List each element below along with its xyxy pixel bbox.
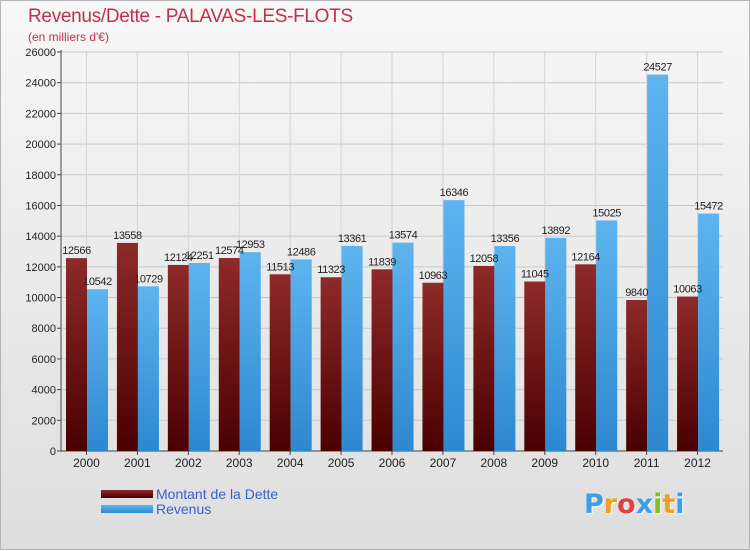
x-tick-label-2003: 2003: [226, 456, 253, 470]
x-tick-label-2009: 2009: [531, 456, 558, 470]
data-label-debt-2008: 12058: [470, 253, 499, 265]
bar-revenue-2007: [443, 200, 465, 451]
data-label-revenue-2007: 16346: [440, 187, 469, 199]
data-label-debt-2004: 11513: [266, 261, 294, 273]
x-tick-label-2012: 2012: [684, 456, 711, 470]
y-tick-label: 12000: [25, 262, 56, 274]
logo-letter: t: [662, 489, 676, 520]
y-tick-label: 18000: [25, 170, 56, 182]
x-tick-label-2002: 2002: [175, 456, 202, 470]
bar-debt-2008: [473, 265, 495, 451]
data-label-debt-2002: 12124: [164, 252, 193, 264]
data-label-revenue-2004: 12486: [287, 246, 316, 258]
data-label-debt-2007: 10963: [419, 270, 448, 282]
logo-letter: r: [603, 489, 618, 520]
data-label-revenue-2003: 12953: [236, 239, 265, 251]
data-label-debt-2005: 11323: [317, 264, 345, 276]
logo-letter: o: [617, 489, 636, 520]
data-label-debt-2011: 9840: [625, 287, 648, 299]
legend-label-debt: Montant de la Dette: [156, 486, 279, 502]
y-tick-label: 26000: [25, 47, 56, 59]
y-tick-label: 14000: [25, 231, 56, 243]
bar-debt-2004: [269, 274, 291, 451]
bar-debt-2002: [167, 264, 189, 451]
bar-debt-2003: [218, 258, 240, 451]
bars: [66, 74, 720, 451]
bar-debt-2007: [422, 282, 444, 451]
bar-revenue-2003: [239, 252, 261, 451]
data-label-debt-2001: 13558: [113, 230, 142, 242]
bar-debt-2006: [371, 269, 393, 451]
logo-letter: i: [653, 489, 663, 520]
y-tick-label: 20000: [25, 139, 56, 151]
bar-debt-2000: [66, 258, 87, 451]
chart-title: Revenus/Dette - PALAVAS-LES-FLOTS: [28, 6, 353, 27]
bar-debt-2010: [575, 264, 597, 451]
bar-revenue-2009: [545, 237, 567, 451]
y-tick-label: 0: [50, 446, 56, 458]
data-label-revenue-2008: 13356: [491, 233, 520, 245]
data-label-debt-2000: 12566: [62, 245, 91, 257]
y-tick-label: 8000: [32, 323, 56, 335]
y-tick-label: 10000: [25, 293, 56, 305]
data-label-revenue-2000: 10542: [83, 276, 112, 288]
proxiti-logo: Proxiti: [584, 489, 685, 520]
data-label-revenue-2012: 15472: [694, 201, 723, 213]
data-label-revenue-2002: 12251: [185, 250, 214, 262]
data-label-debt-2003: 12574: [215, 245, 244, 257]
logo-letter: x: [635, 489, 654, 520]
data-label-revenue-2011: 24527: [643, 62, 672, 74]
data-label-debt-2009: 11045: [521, 269, 549, 281]
bar-debt-2005: [320, 277, 342, 451]
x-tick-label-2001: 2001: [124, 456, 151, 470]
bar-revenue-2001: [137, 286, 159, 451]
data-label-debt-2006: 11839: [368, 256, 396, 268]
data-label-debt-2010: 12164: [571, 251, 600, 263]
bar-revenue-2006: [392, 242, 414, 451]
bar-revenue-2004: [290, 259, 312, 451]
x-tick-label-2010: 2010: [582, 456, 609, 470]
y-tick-label: 2000: [32, 415, 56, 427]
bar-revenue-2012: [698, 213, 720, 451]
bar-revenue-2002: [188, 262, 210, 451]
legend-label-revenue: Revenus: [156, 501, 212, 517]
x-tick-label-2008: 2008: [480, 456, 507, 470]
y-tick-label: 4000: [32, 385, 56, 397]
data-label-revenue-2009: 13892: [542, 225, 571, 237]
data-label-revenue-2005: 13361: [338, 233, 367, 245]
x-tick-label-2005: 2005: [328, 456, 355, 470]
legend-swatch-revenue: [101, 505, 153, 513]
bar-debt-2001: [116, 242, 138, 451]
bar-debt-2012: [677, 296, 699, 451]
x-tick-label-2004: 2004: [277, 456, 304, 470]
bar-debt-2011: [626, 299, 648, 451]
bar-revenue-2008: [494, 246, 516, 451]
y-tick-label: 6000: [32, 354, 56, 366]
logo-letter: P: [584, 489, 604, 520]
bar-revenue-2005: [341, 245, 363, 451]
chart-subtitle: (en milliers d'€): [28, 30, 109, 44]
data-label-debt-2012: 10063: [673, 284, 702, 296]
bar-debt-2009: [524, 281, 546, 451]
y-tick-label: 16000: [25, 200, 56, 212]
bar-revenue-2010: [596, 220, 618, 451]
y-tick-label: 22000: [25, 108, 56, 120]
x-tick-label-2011: 2011: [634, 456, 660, 470]
bar-revenue-2000: [87, 289, 108, 451]
x-tick-label-2000: 2000: [73, 456, 100, 470]
x-tick-label-2006: 2006: [379, 456, 406, 470]
x-tick-label-2007: 2007: [430, 456, 457, 470]
bar-revenue-2011: [647, 74, 669, 451]
data-label-revenue-2001: 10729: [134, 273, 163, 285]
y-tick-label: 24000: [25, 78, 56, 90]
legend-swatch-debt: [101, 490, 153, 498]
logo-letter: i: [675, 489, 685, 520]
data-label-revenue-2010: 15025: [592, 207, 621, 219]
data-label-revenue-2006: 13574: [389, 230, 418, 242]
